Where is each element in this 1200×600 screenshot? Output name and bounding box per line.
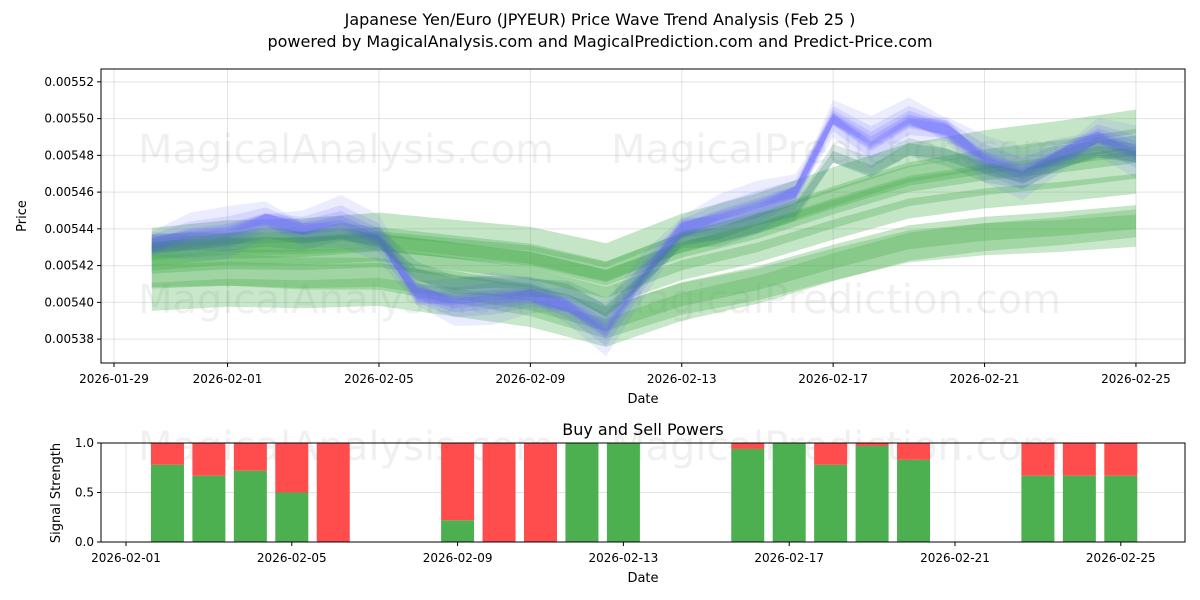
sell-bar xyxy=(150,443,184,465)
teal-wave-band xyxy=(151,143,1137,318)
sell-bar xyxy=(233,443,267,471)
price-grid xyxy=(101,69,1185,363)
buy-bar xyxy=(441,520,475,542)
buy-sell-bars xyxy=(150,443,1138,542)
buy-bar xyxy=(772,443,806,542)
sell-bar xyxy=(482,443,516,542)
buy-sell-y-tick-label: 0.0 xyxy=(75,535,94,549)
sell-bar xyxy=(897,443,931,460)
price-x-tick-label: 2026-02-09 xyxy=(495,372,565,386)
buy-bar xyxy=(150,464,184,542)
blue-wave-band xyxy=(151,113,1137,347)
sell-bar xyxy=(524,443,557,542)
price-y-tick-label: 0.00542 xyxy=(44,259,94,273)
buy-bar xyxy=(814,464,848,542)
price-plot-frame xyxy=(100,68,1186,364)
buy-sell-x-tick-label: 2026-02-13 xyxy=(589,551,659,565)
price-wave-chart: MagicalAnalysis.com MagicalPrediction.co… xyxy=(15,68,1186,407)
price-x-tick-label: 2026-01-29 xyxy=(79,372,149,386)
green-wave-band xyxy=(151,128,1137,283)
buy-sell-y-label: Signal Strength xyxy=(49,443,64,543)
buy-bar xyxy=(606,443,640,542)
buy-sell-x-ticks: 2026-02-01 2026-02-05 2026-02-09 2026-02-13… xyxy=(91,542,1156,565)
price-x-tick-label: 2026-02-17 xyxy=(798,372,868,386)
price-y-tick-label: 0.00550 xyxy=(44,112,94,126)
green-wave-band xyxy=(151,214,1137,339)
teal-wave-band xyxy=(151,137,1137,316)
sell-bar xyxy=(441,443,475,521)
green-wave-band xyxy=(151,205,1137,332)
price-x-label: Date xyxy=(627,392,658,407)
price-x-tick-label: 2026-02-01 xyxy=(193,372,263,386)
buy-bar xyxy=(855,445,889,542)
blue-wave-band xyxy=(151,113,1137,357)
buy-bar xyxy=(565,443,599,542)
buy-sell-chart: Buy and Sell Powers MagicalAnalysis.com … xyxy=(49,420,1186,586)
green-wave-band xyxy=(151,209,1137,347)
buy-bar xyxy=(192,475,226,542)
watermark-prediction-mid: MagicalPrediction.com xyxy=(611,277,1061,323)
buy-bar xyxy=(897,459,931,542)
price-y-tick-label: 0.00538 xyxy=(44,332,94,346)
sell-bar xyxy=(814,443,848,465)
price-watermarks: MagicalAnalysis.com MagicalPrediction.co… xyxy=(138,127,1061,323)
sell-bar xyxy=(731,443,765,449)
sell-bar xyxy=(1104,443,1138,476)
sell-bar xyxy=(1062,443,1096,476)
sell-bar xyxy=(275,443,309,493)
buy-bar xyxy=(1062,475,1096,542)
buy-sell-x-tick-label: 2026-02-09 xyxy=(423,551,493,565)
buy-bar xyxy=(1104,475,1138,542)
buy-sell-y-ticks: 0.0 0.5 1.0 xyxy=(75,436,101,549)
sell-bar xyxy=(192,443,226,476)
price-y-tick-label: 0.00540 xyxy=(44,295,94,309)
buy-bar xyxy=(731,448,765,542)
price-x-ticks: 2026-01-29 2026-02-01 2026-02-05 2026-02-09… xyxy=(79,363,1171,386)
buy-sell-y-tick-label: 1.0 xyxy=(75,436,94,450)
blue-wave-band xyxy=(151,105,1137,332)
price-y-tick-label: 0.00548 xyxy=(44,148,94,162)
sell-bar xyxy=(855,443,889,446)
blue-wave-band xyxy=(151,115,1137,339)
buy-sell-x-tick-label: 2026-02-05 xyxy=(257,551,327,565)
buy-bar xyxy=(233,470,267,542)
buy-sell-y-tick-label: 0.5 xyxy=(75,486,94,500)
sell-bar xyxy=(316,443,350,542)
chart-title-line1: Japanese Yen/Euro (JPYEUR) Price Wave Tr… xyxy=(344,10,856,29)
watermark-prediction-top: MagicalPrediction.com xyxy=(611,127,1061,173)
watermark-analysis-top: MagicalAnalysis.com xyxy=(138,127,554,173)
price-x-tick-label: 2026-02-13 xyxy=(647,372,717,386)
green-wave-band xyxy=(151,150,1137,298)
green-wave-band xyxy=(151,147,1137,286)
watermark-analysis-mid: MagicalAnalysis.com xyxy=(138,277,554,323)
sell-bar xyxy=(1021,443,1055,476)
buy-sell-x-tick-label: 2026-02-17 xyxy=(754,551,824,565)
buy-bar xyxy=(1021,475,1055,542)
green-wave-band xyxy=(151,173,1137,307)
price-plot-area xyxy=(101,69,1185,363)
wave-bands xyxy=(151,97,1137,357)
price-y-ticks: 0.00538 0.00540 0.00542 0.00544 0.00546 0.005… xyxy=(44,75,101,346)
price-y-label: Price xyxy=(15,200,30,232)
price-x-tick-label: 2026-02-21 xyxy=(950,372,1020,386)
green-wave-band xyxy=(151,109,1137,268)
buy-sell-title: Buy and Sell Powers xyxy=(562,420,724,439)
blue-wave-band xyxy=(151,112,1137,336)
buy-sell-x-tick-label: 2026-02-01 xyxy=(91,551,161,565)
buy-sell-x-tick-label: 2026-02-21 xyxy=(920,551,990,565)
buy-sell-x-label: Date xyxy=(627,571,658,586)
buy-sell-x-tick-label: 2026-02-25 xyxy=(1086,551,1156,565)
buy-bar xyxy=(275,492,309,542)
price-y-tick-label: 0.00552 xyxy=(44,75,94,89)
price-y-tick-label: 0.00546 xyxy=(44,185,94,199)
blue-wave-band xyxy=(151,109,1137,334)
price-x-tick-label: 2026-02-25 xyxy=(1101,372,1171,386)
green-wave-band xyxy=(151,135,1137,282)
blue-wave-band xyxy=(151,97,1137,328)
chart-title-line2: powered by MagicalAnalysis.com and Magic… xyxy=(267,32,932,51)
price-x-tick-label: 2026-02-05 xyxy=(344,372,414,386)
price-y-tick-label: 0.00544 xyxy=(44,222,94,236)
